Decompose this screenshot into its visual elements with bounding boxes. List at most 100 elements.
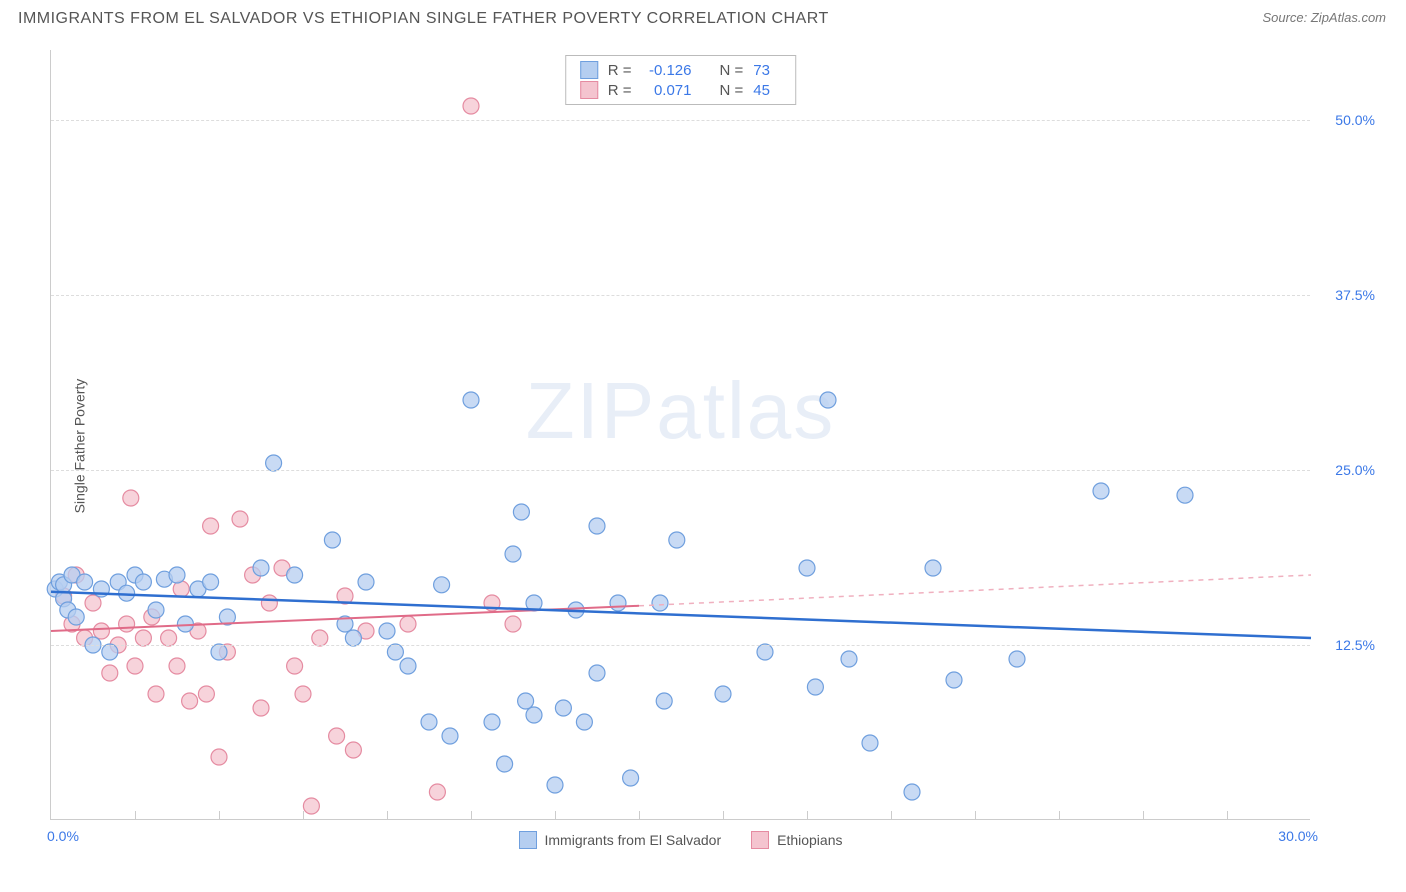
- scatter-point: [387, 644, 403, 660]
- scatter-point: [102, 644, 118, 660]
- scatter-point: [345, 630, 361, 646]
- x-tick: [807, 811, 808, 819]
- scatter-point: [127, 658, 143, 674]
- scatter-point: [161, 630, 177, 646]
- x-tick: [303, 811, 304, 819]
- scatter-point: [463, 98, 479, 114]
- scatter-point: [434, 577, 450, 593]
- scatter-point: [589, 665, 605, 681]
- x-tick: [555, 811, 556, 819]
- scatter-point: [295, 686, 311, 702]
- n-value-a: 73: [753, 62, 781, 79]
- scatter-point: [904, 784, 920, 800]
- legend-swatch-a: [519, 831, 537, 849]
- scatter-point: [169, 567, 185, 583]
- legend-label-a: Immigrants from El Salvador: [545, 832, 722, 848]
- legend-item-b: Ethiopians: [751, 831, 842, 849]
- scatter-point: [484, 714, 500, 730]
- scatter-point: [119, 616, 135, 632]
- r-value-a: -0.126: [642, 62, 692, 79]
- scatter-point: [513, 504, 529, 520]
- scatter-point: [68, 609, 84, 625]
- scatter-point: [497, 756, 513, 772]
- scatter-point: [623, 770, 639, 786]
- x-tick: [387, 811, 388, 819]
- scatter-point: [211, 644, 227, 660]
- scatter-point: [1177, 487, 1193, 503]
- scatter-point: [518, 693, 534, 709]
- scatter-point: [862, 735, 878, 751]
- x-tick: [639, 811, 640, 819]
- scatter-point: [303, 798, 319, 814]
- stats-box: R = -0.126 N = 73 R = 0.071 N = 45: [565, 55, 797, 105]
- x-tick: [219, 811, 220, 819]
- scatter-point: [841, 651, 857, 667]
- scatter-plot: [51, 50, 1310, 819]
- trend-line: [639, 575, 1311, 606]
- scatter-point: [182, 693, 198, 709]
- x-tick: [1227, 811, 1228, 819]
- scatter-point: [148, 602, 164, 618]
- x-tick: [891, 811, 892, 819]
- y-tick-label: 25.0%: [1335, 462, 1375, 478]
- r-label-b: R =: [608, 82, 632, 99]
- x-tick: [723, 811, 724, 819]
- scatter-point: [757, 644, 773, 660]
- scatter-point: [576, 714, 592, 730]
- swatch-b: [580, 81, 598, 99]
- gridline: [51, 645, 1310, 646]
- scatter-point: [102, 665, 118, 681]
- scatter-point: [93, 623, 109, 639]
- scatter-point: [669, 532, 685, 548]
- r-label-a: R =: [608, 62, 632, 79]
- scatter-point: [135, 574, 151, 590]
- scatter-point: [85, 595, 101, 611]
- scatter-point: [198, 686, 214, 702]
- scatter-point: [505, 546, 521, 562]
- scatter-point: [77, 574, 93, 590]
- scatter-point: [287, 658, 303, 674]
- x-tick: [975, 811, 976, 819]
- scatter-point: [589, 518, 605, 534]
- scatter-point: [715, 686, 731, 702]
- scatter-point: [442, 728, 458, 744]
- n-label-b: N =: [720, 82, 744, 99]
- scatter-point: [287, 567, 303, 583]
- scatter-point: [1093, 483, 1109, 499]
- y-tick-label: 37.5%: [1335, 287, 1375, 303]
- x-tick: [471, 811, 472, 819]
- scatter-point: [312, 630, 328, 646]
- trend-line: [51, 592, 1311, 638]
- x-tick: [135, 811, 136, 819]
- scatter-point: [148, 686, 164, 702]
- scatter-point: [1009, 651, 1025, 667]
- scatter-point: [555, 700, 571, 716]
- scatter-point: [169, 658, 185, 674]
- source-label: Source: ZipAtlas.com: [1262, 10, 1386, 25]
- scatter-point: [329, 728, 345, 744]
- chart-legend: Immigrants from El Salvador Ethiopians: [519, 831, 843, 849]
- chart-title: IMMIGRANTS FROM EL SALVADOR VS ETHIOPIAN…: [18, 10, 829, 28]
- scatter-point: [203, 574, 219, 590]
- x-tick: [1059, 811, 1060, 819]
- scatter-point: [379, 623, 395, 639]
- x-tick-right: 30.0%: [1278, 828, 1318, 844]
- legend-swatch-b: [751, 831, 769, 849]
- scatter-point: [232, 511, 248, 527]
- scatter-point: [261, 595, 277, 611]
- x-tick: [1143, 811, 1144, 819]
- legend-label-b: Ethiopians: [777, 832, 842, 848]
- scatter-point: [505, 616, 521, 632]
- gridline: [51, 295, 1310, 296]
- chart-area: ZIPatlas R = -0.126 N = 73 R = 0.071 N =…: [50, 50, 1310, 820]
- scatter-point: [345, 742, 361, 758]
- scatter-point: [400, 616, 416, 632]
- scatter-point: [211, 749, 227, 765]
- swatch-a: [580, 61, 598, 79]
- x-tick-left: 0.0%: [47, 828, 79, 844]
- scatter-point: [946, 672, 962, 688]
- scatter-point: [807, 679, 823, 695]
- scatter-point: [123, 490, 139, 506]
- scatter-point: [547, 777, 563, 793]
- scatter-point: [925, 560, 941, 576]
